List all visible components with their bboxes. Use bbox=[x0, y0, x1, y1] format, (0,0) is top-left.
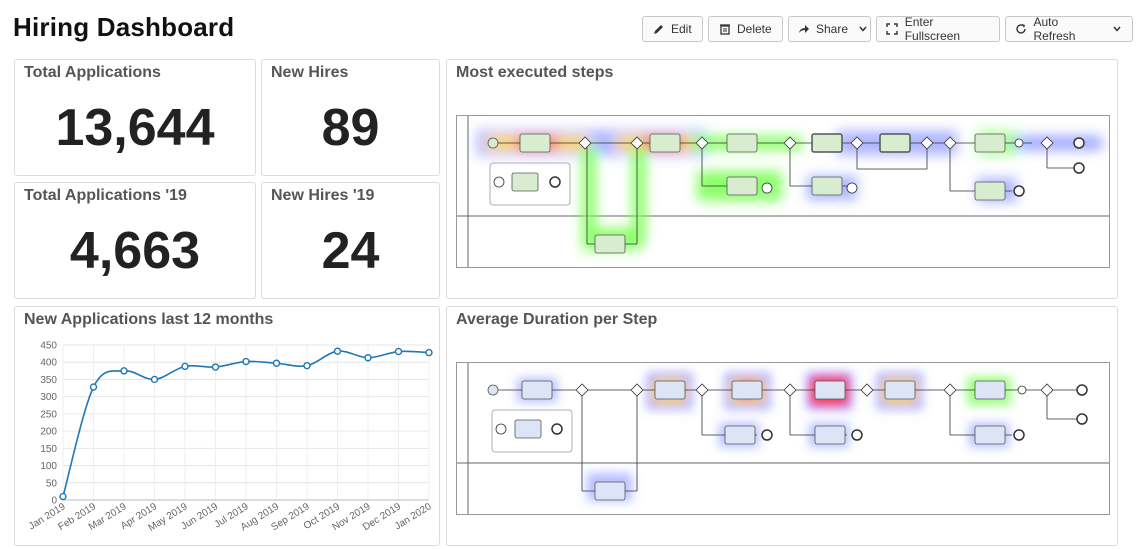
fullscreen-button-label: Enter Fullscreen bbox=[904, 15, 961, 43]
y-tick-label: 350 bbox=[40, 375, 57, 386]
edit-button-label: Edit bbox=[671, 22, 692, 36]
data-point[interactable] bbox=[211, 363, 220, 371]
line-chart-tile: New Applications last 12 months 0 50 100 15… bbox=[14, 306, 440, 546]
data-point[interactable] bbox=[425, 348, 433, 357]
data-point[interactable] bbox=[272, 359, 281, 367]
heatmap-most-executed-tile: Most executed steps bbox=[446, 59, 1118, 299]
data-point[interactable] bbox=[59, 492, 67, 501]
data-point[interactable] bbox=[333, 347, 342, 355]
y-tick-label: 150 bbox=[40, 444, 57, 455]
chevron-down-icon bbox=[1111, 23, 1123, 36]
kpi-value: 89 bbox=[321, 99, 380, 157]
y-tick-label: 250 bbox=[40, 409, 57, 420]
kpi-title: New Hires bbox=[271, 64, 349, 81]
kpi-new-hires: New Hires 89 bbox=[261, 59, 440, 176]
data-point[interactable] bbox=[150, 375, 159, 384]
data-point[interactable] bbox=[181, 362, 189, 371]
data-point[interactable] bbox=[89, 383, 98, 391]
edit-button[interactable]: Edit bbox=[642, 16, 703, 42]
kpi-new-hires-19: New Hires '19 24 bbox=[261, 182, 440, 299]
data-point[interactable] bbox=[242, 357, 250, 366]
share-button[interactable]: Share bbox=[788, 16, 871, 42]
page-title: Hiring Dashboard bbox=[13, 12, 235, 42]
bpmn-diagram[interactable] bbox=[456, 115, 1110, 268]
pencil-icon bbox=[652, 23, 665, 36]
data-point[interactable] bbox=[364, 354, 372, 362]
delete-button-label: Delete bbox=[737, 22, 772, 36]
kpi-title: Total Applications bbox=[24, 64, 161, 81]
kpi-title: Total Applications '19 bbox=[24, 187, 187, 204]
y-tick-label: 450 bbox=[40, 341, 57, 352]
bpmn-diagram[interactable] bbox=[456, 362, 1110, 515]
kpi-value: 24 bbox=[321, 222, 380, 280]
data-point[interactable] bbox=[394, 347, 403, 356]
delete-button[interactable]: Delete bbox=[708, 16, 783, 42]
trash-icon bbox=[718, 23, 731, 36]
chart-title: New Applications last 12 months bbox=[24, 311, 274, 328]
y-tick-label: 50 bbox=[46, 478, 58, 489]
data-point[interactable] bbox=[120, 367, 128, 375]
y-tick-label: 200 bbox=[40, 427, 57, 438]
y-tick-label: 400 bbox=[40, 358, 57, 369]
data-point[interactable] bbox=[303, 361, 311, 370]
auto-refresh-button-label: Auto Refresh bbox=[1033, 15, 1076, 43]
share-button-label: Share bbox=[816, 22, 849, 36]
auto-refresh-button[interactable]: Auto Refresh bbox=[1005, 15, 1133, 43]
heatmap-title: Average Duration per Step bbox=[456, 311, 658, 328]
dashboard-toolbar: Edit Delete Share Enter Fullscreen Auto … bbox=[642, 15, 1133, 43]
kpi-value: 4,663 bbox=[69, 222, 201, 280]
bpmn-heatmap-most-executed bbox=[457, 116, 1109, 267]
y-tick-label: 100 bbox=[40, 461, 57, 472]
heatmap-avg-duration-tile: Average Duration per Step bbox=[446, 306, 1118, 546]
heatmap-title: Most executed steps bbox=[456, 64, 614, 81]
bpmn-heatmap-avg-duration bbox=[457, 363, 1109, 514]
kpi-total-applications-19: Total Applications '19 4,663 bbox=[14, 182, 256, 299]
kpi-title: New Hires '19 bbox=[271, 187, 375, 204]
fullscreen-button[interactable]: Enter Fullscreen bbox=[876, 15, 1000, 43]
y-tick-label: 0 bbox=[51, 496, 57, 507]
chevron-down-icon bbox=[858, 23, 868, 36]
share-arrow-icon bbox=[798, 23, 810, 36]
kpi-value: 13,644 bbox=[55, 99, 215, 157]
kpi-total-applications: Total Applications 13,644 bbox=[14, 59, 256, 176]
refresh-icon bbox=[1015, 23, 1027, 36]
fullscreen-icon bbox=[886, 23, 899, 36]
y-tick-label: 300 bbox=[40, 392, 57, 403]
